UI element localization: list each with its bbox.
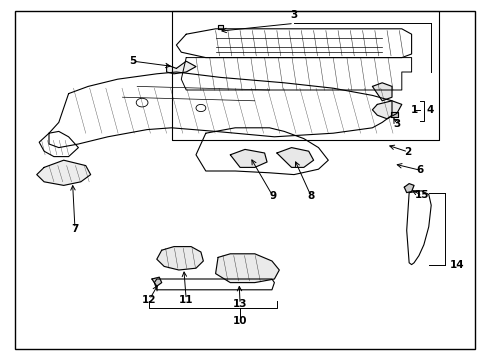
Polygon shape	[277, 148, 314, 167]
Text: 6: 6	[417, 165, 424, 175]
Text: 7: 7	[71, 224, 79, 234]
Text: 3: 3	[393, 119, 400, 129]
Polygon shape	[37, 160, 91, 185]
Text: 8: 8	[308, 191, 315, 201]
Text: 3: 3	[291, 10, 297, 20]
Text: 5: 5	[130, 56, 137, 66]
Text: 1: 1	[411, 105, 417, 115]
Text: 12: 12	[142, 294, 157, 305]
Polygon shape	[372, 83, 392, 101]
Text: 9: 9	[270, 191, 276, 201]
Polygon shape	[157, 247, 203, 270]
Text: 13: 13	[233, 299, 247, 309]
Text: 15: 15	[415, 190, 430, 201]
Polygon shape	[404, 184, 414, 193]
Polygon shape	[391, 112, 398, 117]
Polygon shape	[167, 61, 196, 74]
Text: 2: 2	[405, 147, 412, 157]
Polygon shape	[152, 277, 162, 286]
Text: 14: 14	[450, 260, 465, 270]
Text: 11: 11	[179, 294, 194, 305]
Polygon shape	[218, 25, 223, 29]
Polygon shape	[216, 254, 279, 283]
Text: 10: 10	[233, 316, 247, 326]
Polygon shape	[230, 149, 267, 167]
Text: 4: 4	[426, 105, 434, 115]
Polygon shape	[372, 101, 402, 119]
